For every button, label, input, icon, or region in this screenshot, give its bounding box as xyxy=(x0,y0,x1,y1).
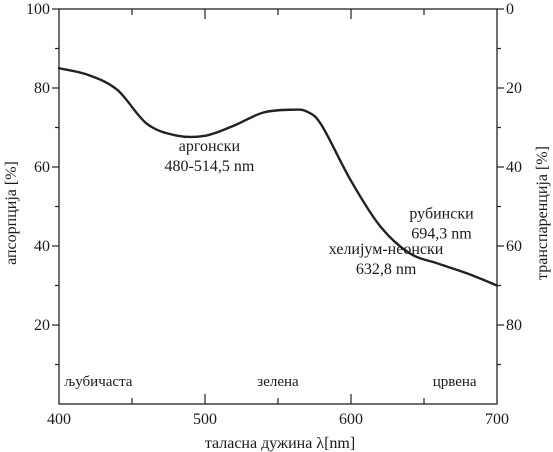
left-y-axis-title: апсорпција [%] xyxy=(3,161,20,265)
left-y-tick-label: 100 xyxy=(26,1,50,18)
annotation-label: рубински xyxy=(409,205,474,222)
annotation-label: 632,8 nm xyxy=(356,261,417,278)
left-y-tick-label: 40 xyxy=(34,238,50,255)
right-y-tick-label: 80 xyxy=(506,317,522,334)
left-y-tick-label: 20 xyxy=(34,317,50,334)
annotation-label: 694,3 nm xyxy=(411,225,472,242)
x-tick-label: 600 xyxy=(339,411,363,428)
x-tick-label: 400 xyxy=(47,411,71,428)
band-label: љубичаста xyxy=(64,374,132,390)
left-y-tick-label: 80 xyxy=(34,80,50,97)
x-tick-label: 500 xyxy=(193,411,217,428)
annotation-label: 480-514,5 nm xyxy=(164,158,254,175)
band-label: зелена xyxy=(257,374,299,390)
absorption-curve xyxy=(57,67,499,287)
ticks xyxy=(52,8,504,404)
annotation-label: хелијум-неонски xyxy=(329,241,444,258)
x-tick-label: 700 xyxy=(485,411,509,428)
x-axis-title: таласна дужина λ[nm] xyxy=(205,435,355,452)
right-y-axis-title: транспаренција [%] xyxy=(534,146,551,280)
right-y-tick-label: 40 xyxy=(506,159,522,176)
tick-labels: 400 500 600 700 20 40 60 80 100 0 20 40 60 80 xyxy=(26,1,522,428)
right-y-tick-label: 20 xyxy=(506,80,522,97)
annotations: аргонски 480-514,5 nm рубински 694,3 nmхели… xyxy=(64,138,477,390)
left-y-tick-label: 60 xyxy=(34,159,50,176)
annotation-label: аргонски xyxy=(179,138,241,155)
band-label: црвена xyxy=(433,374,477,390)
right-y-tick-label: 60 xyxy=(506,238,522,255)
right-y-tick-label: 0 xyxy=(506,1,514,18)
